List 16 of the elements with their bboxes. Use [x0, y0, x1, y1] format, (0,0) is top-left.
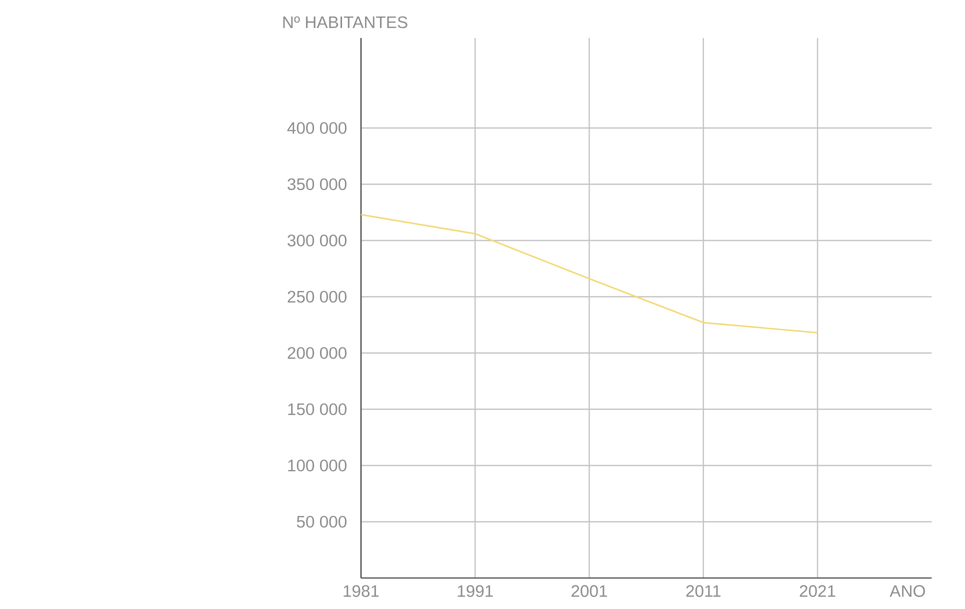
x-axis-title: ANO [890, 585, 925, 597]
x-tick-label: 2011 [686, 585, 720, 597]
y-tick-label: 350 000 [288, 178, 346, 190]
x-tick-label: 2001 [572, 585, 607, 597]
y-tick-label: 250 000 [288, 290, 346, 303]
y-tick-label: 400 000 [287, 122, 346, 134]
x-tick-label: 2021 [800, 585, 836, 597]
y-tick-label: 300 000 [288, 234, 346, 246]
y-tick-label: 200 000 [288, 347, 346, 359]
x-tick-label: 1981 [344, 585, 379, 597]
y-tick-label: 50 000 [296, 516, 347, 528]
x-tick-label: 1991 [458, 585, 493, 597]
y-tick-label: 100 000 [288, 460, 346, 472]
line-series [361, 214, 818, 334]
y-tick-label: 150 000 [288, 403, 346, 416]
y-axis-title: Nº HABITANTES [283, 16, 408, 28]
